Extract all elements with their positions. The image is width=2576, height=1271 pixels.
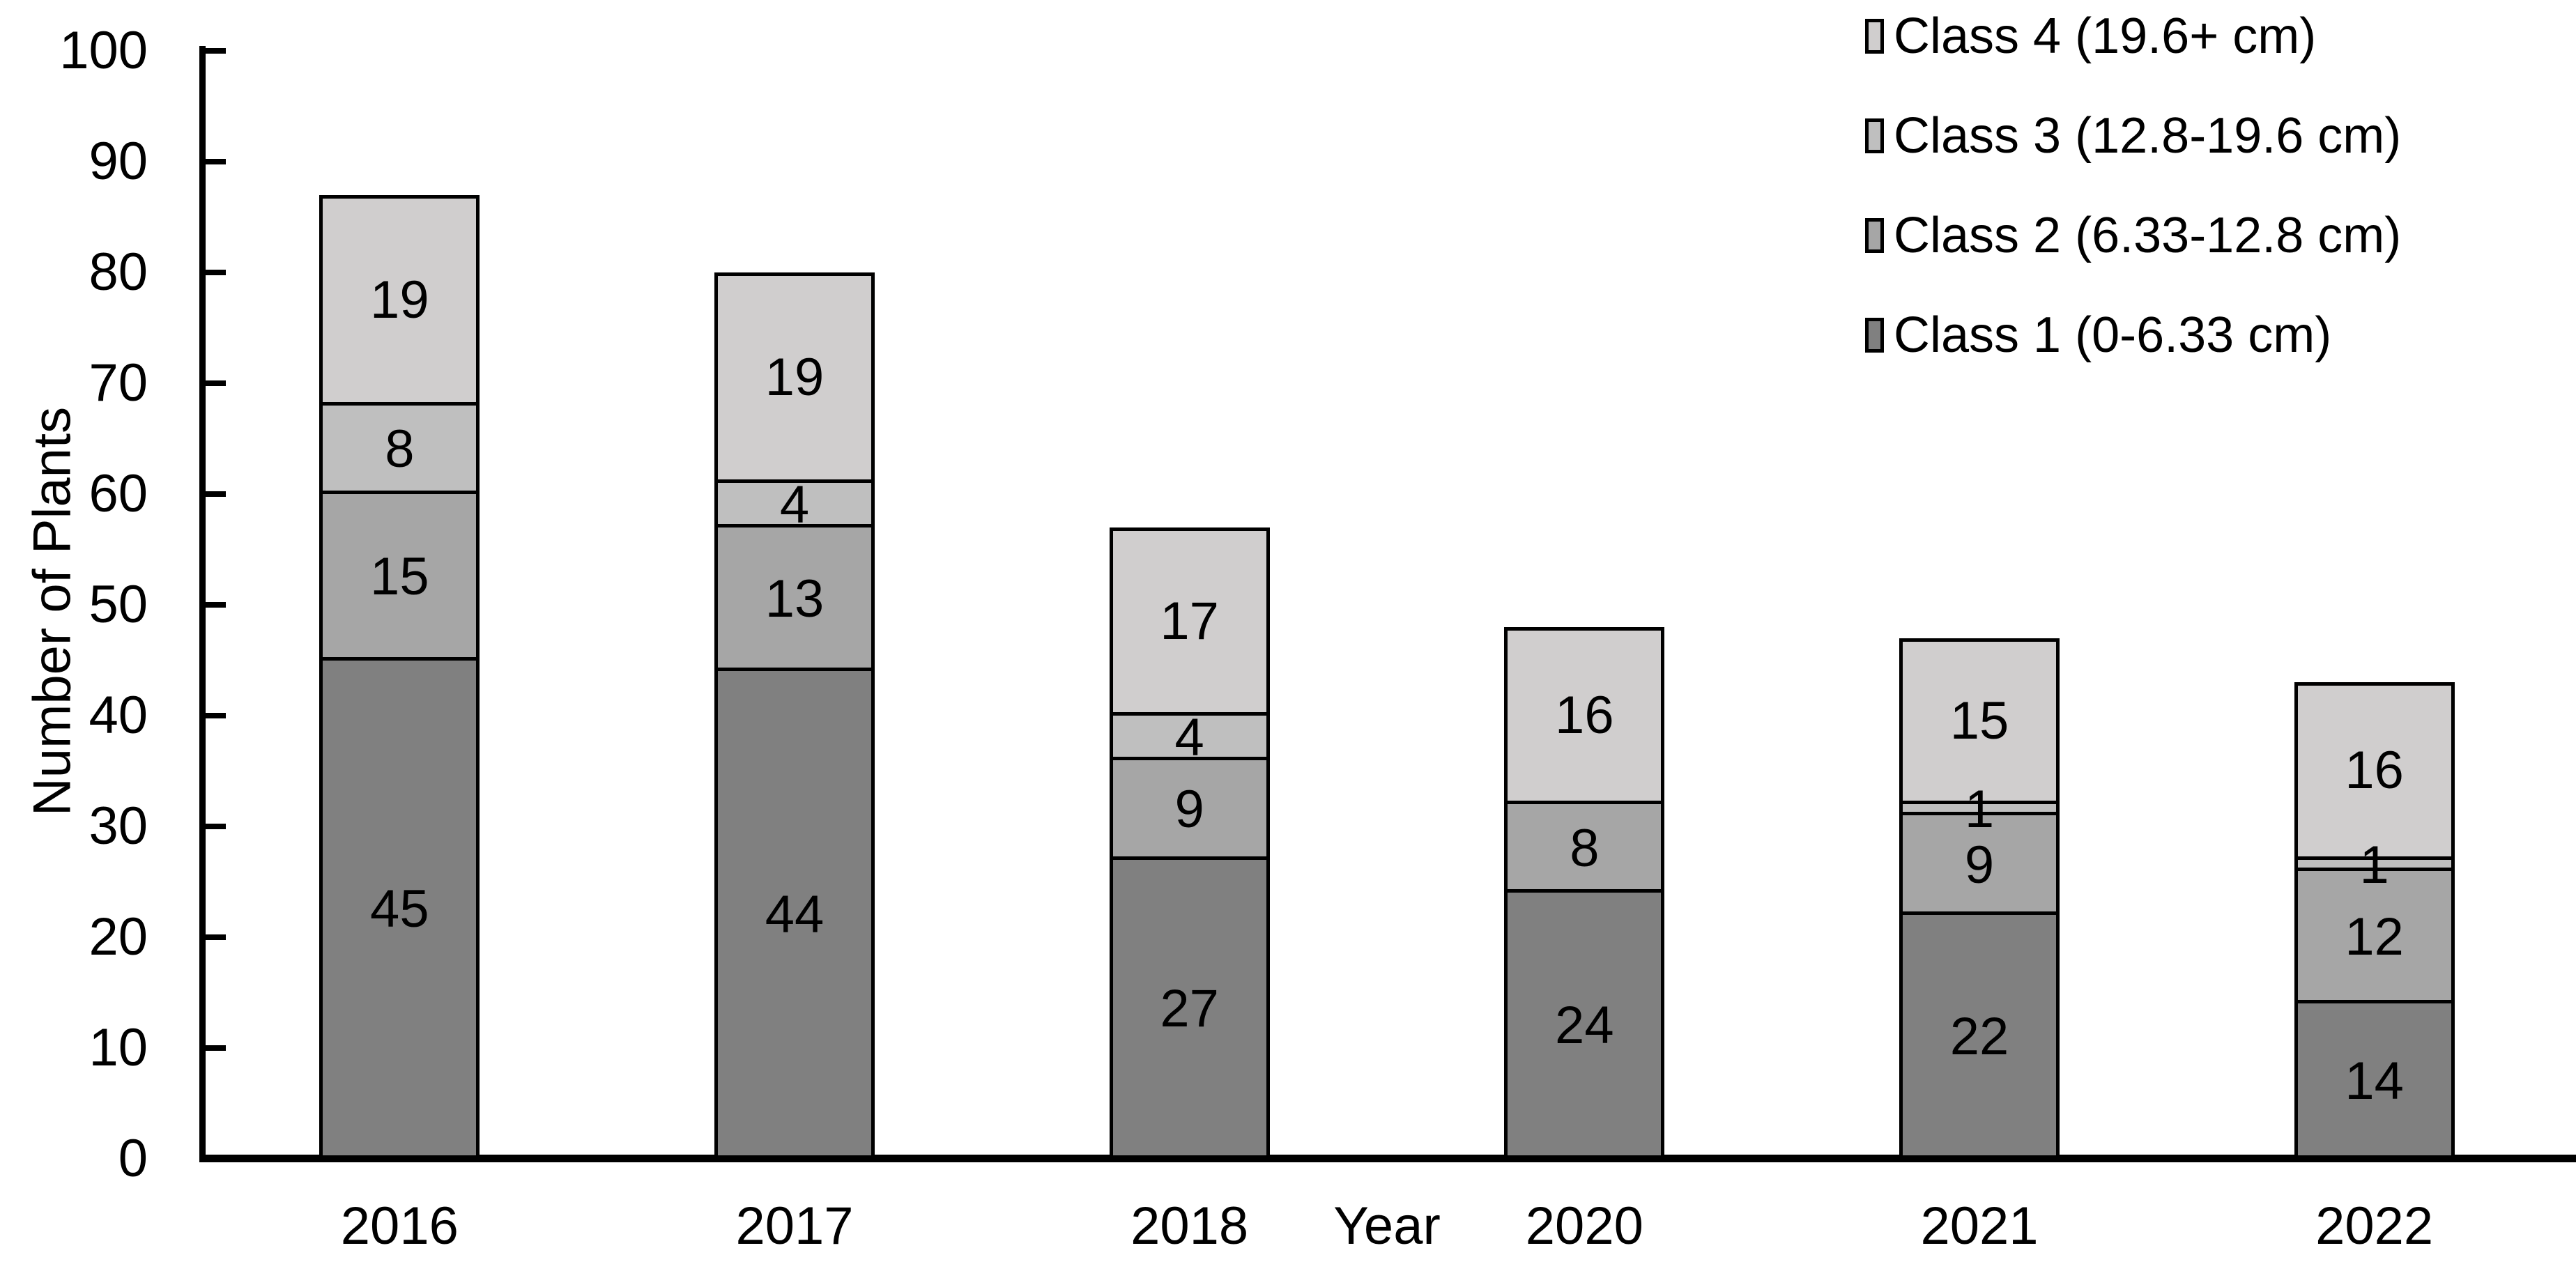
y-axis-line [199,46,206,1161]
x-axis-line [199,1155,2576,1162]
legend-item: Class 4 (19.6+ cm) [1865,10,2401,63]
y-tick-label: 80 [89,242,148,302]
legend-label: Class 3 (12.8-19.6 cm) [1894,108,2402,164]
y-tick-label: 100 [59,21,148,80]
y-tick-label: 60 [89,464,148,523]
legend-label: Class 1 (0-6.33 cm) [1894,307,2332,363]
bar-segment [2294,859,2455,871]
bar-segment [1899,804,2060,816]
bar-segment-label: 17 [1160,591,1219,651]
legend-label: Class 2 (6.33-12.8 cm) [1894,208,2402,263]
y-tick-label: 50 [89,575,148,634]
y-tick-label: 30 [89,796,148,856]
y-tick-mark [204,713,226,718]
bar-segment-label: 13 [765,569,825,629]
bar-segment-label: 4 [779,475,810,534]
bar-segment [1109,760,1270,860]
y-tick-mark [204,380,226,386]
bar-segment-label: 27 [1160,979,1219,1039]
legend-item: Class 2 (6.33-12.8 cm) [1865,209,2401,262]
legend-swatch-icon [1865,118,1884,153]
bar-segment [1109,859,1270,1159]
bar-segment-label: 9 [1174,780,1204,840]
bar-segment-label: 16 [1555,685,1614,745]
bar-segment-label: 24 [1555,996,1614,1056]
y-tick-mark [204,602,226,608]
bar-segment-label: 45 [370,879,429,939]
bar-segment-label: 15 [1949,691,2009,750]
bar-segment-label: 4 [1174,707,1204,767]
bar-segment-label: 19 [370,270,429,330]
bar-segment-label: 14 [2345,1051,2404,1111]
bar-segment [319,194,480,406]
bar-segment-label: 16 [2345,741,2404,801]
bar-segment [2294,870,2455,1004]
bar-segment-label: 8 [1570,818,1600,878]
bar-segment [1504,893,1665,1159]
y-tick-label: 40 [89,686,148,745]
y-tick-mark [204,491,226,497]
bar-segment [1899,915,2060,1159]
y-tick-mark [204,824,226,829]
x-tick-label: 2018 [1130,1196,1249,1256]
bar-segment-label: 15 [370,547,429,607]
x-tick-label: 2021 [1920,1196,2039,1256]
x-tick-label: 2022 [2315,1196,2434,1256]
x-tick-label: 2017 [735,1196,854,1256]
bar-segment-label: 19 [765,348,825,408]
bar-segment [714,671,875,1159]
y-tick-label: 70 [89,353,148,413]
y-tick-mark [204,270,226,275]
bar-segment [1899,815,2060,916]
y-tick-label: 20 [89,907,148,966]
bar-segment-label: 1 [1964,780,1995,840]
bar-segment [2294,682,2455,860]
y-tick-label: 90 [89,132,148,191]
bar-segment [1504,804,1665,893]
bar-segment [1899,638,2060,805]
legend-item: Class 1 (0-6.33 cm) [1865,309,2401,362]
bar-segment-label: 12 [2345,907,2404,966]
bar-segment-label: 44 [765,885,825,945]
legend-label: Class 4 (19.6+ cm) [1894,8,2317,64]
legend: Class 4 (19.6+ cm) Class 3 (12.8-19.6 cm)… [1865,10,2401,408]
bar-segment [714,527,875,672]
y-tick-mark [204,48,226,54]
legend-item: Class 3 (12.8-19.6 cm) [1865,109,2401,162]
y-tick-mark [204,159,226,164]
bar-segment [1504,626,1665,805]
legend-swatch-icon [1865,218,1884,253]
bar-segment [714,272,875,484]
bar-segment [1109,527,1270,716]
legend-swatch-icon [1865,19,1884,54]
bar-segment-label: 1 [2359,835,2389,895]
x-axis-title: Year [1333,1196,1441,1256]
y-tick-mark [204,934,226,940]
y-tick-label: 10 [89,1018,148,1077]
y-tick-mark [204,1045,226,1051]
legend-swatch-icon [1865,318,1884,353]
bar-segment [2294,1003,2455,1159]
x-tick-label: 2020 [1525,1196,1643,1256]
bar-segment-label: 8 [385,419,415,479]
bar-segment-label: 22 [1949,1007,2009,1067]
bar-segment [319,405,480,494]
y-tick-mark [204,1156,226,1162]
bar-segment-label: 9 [1964,835,1995,895]
bar-segment [1109,716,1270,760]
x-tick-label: 2016 [340,1196,459,1256]
bar-segment [319,660,480,1159]
y-tick-label: 0 [118,1129,148,1188]
bar-segment [714,483,875,527]
bar-segment [319,494,480,661]
